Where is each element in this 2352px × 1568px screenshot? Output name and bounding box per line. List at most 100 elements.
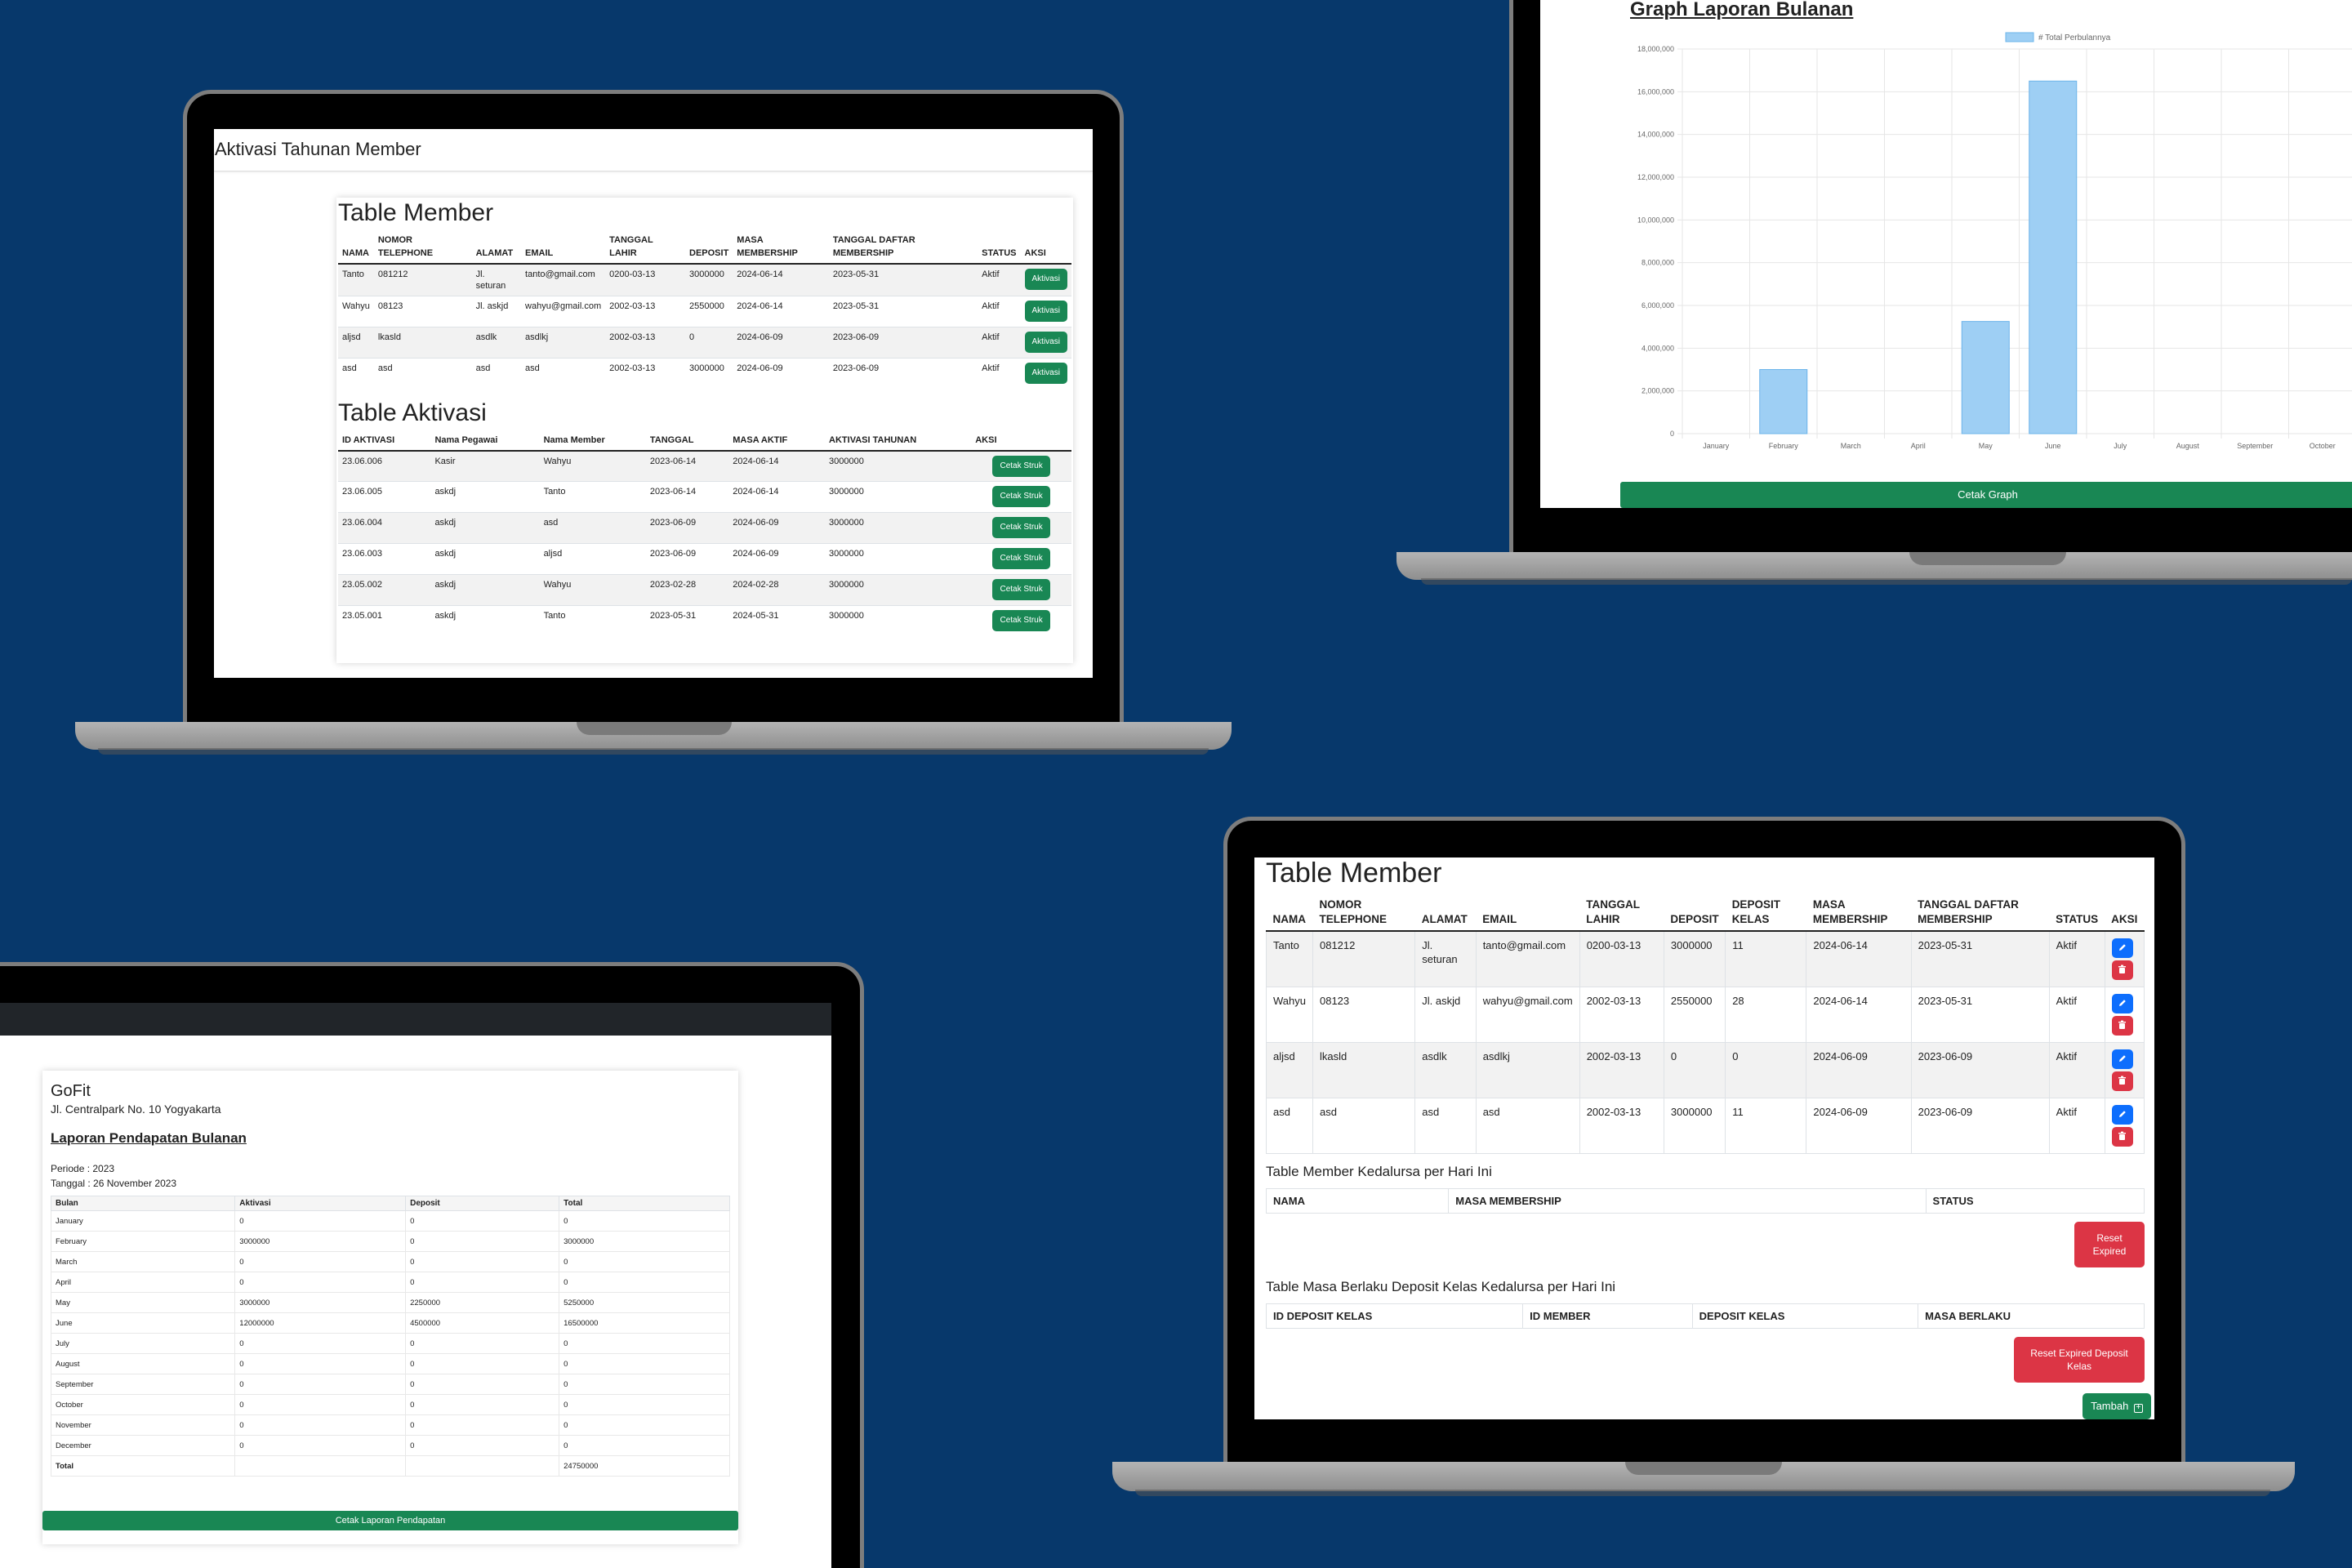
table-cell: asd bbox=[338, 358, 374, 390]
table-cell: 2023-06-14 bbox=[645, 450, 729, 482]
table-cell: 0 bbox=[234, 1272, 407, 1293]
tambah-button[interactable]: Tambah + bbox=[2082, 1393, 2151, 1419]
table-cell: December bbox=[50, 1435, 236, 1456]
table-cell: 2023-06-09 bbox=[1910, 1042, 2050, 1098]
table-row: May 3000000 2250000 5250000 bbox=[50, 1292, 730, 1313]
x-tick-label: June bbox=[2045, 442, 2061, 450]
table-cell: aljsd bbox=[338, 327, 374, 359]
delete-button[interactable] bbox=[2111, 1071, 2133, 1091]
cetak-struk-button[interactable]: Cetak Struk bbox=[992, 486, 1050, 507]
table-cell: 5250000 bbox=[559, 1292, 730, 1313]
laptop-2-screen: Graph Laporan Bulanan 0 2,000,000 4,000,00… bbox=[1540, 0, 2352, 508]
table-row: Tanto 081212 Jl. seturan tanto@gmail.com 020… bbox=[338, 263, 1071, 296]
column-header: NAMA bbox=[1266, 894, 1313, 932]
y-tick-label: 18,000,000 bbox=[1637, 45, 1674, 53]
reset-expired-button[interactable]: Reset Expired bbox=[2074, 1222, 2145, 1267]
column-header: DEPOSIT bbox=[1664, 894, 1726, 932]
table-cell: 2024-06-09 bbox=[733, 327, 829, 359]
aktivasi-button[interactable]: Aktivasi bbox=[1024, 301, 1067, 322]
x-tick-label: February bbox=[1769, 442, 1799, 450]
table-cell: askdj bbox=[430, 574, 540, 606]
table-cell: 2023-06-09 bbox=[828, 327, 978, 359]
table-row: October 0 0 0 bbox=[50, 1394, 730, 1415]
cetak-struk-button[interactable]: Cetak Struk bbox=[992, 579, 1050, 600]
table-cell: Tanto bbox=[539, 481, 646, 513]
table-row: Wahyu 08123 Jl. askjd wahyu@gmail.com 2002-0… bbox=[338, 296, 1071, 327]
report-tanggal: Tanggal : 26 November 2023 bbox=[51, 1178, 177, 1189]
laptop-2-foot bbox=[1421, 578, 2352, 585]
edit-button[interactable] bbox=[2111, 1049, 2133, 1069]
table-cell: wahyu@gmail.com bbox=[521, 296, 606, 327]
cetak-laporan-button[interactable]: Cetak Laporan Pendapatan bbox=[42, 1511, 738, 1530]
table-cell: Tanto bbox=[338, 263, 374, 296]
table-row: asd asd asd asd 2002-03-13 3000000 11 2024-06-0… bbox=[1266, 1098, 2145, 1154]
laptop-4-foot bbox=[1135, 1490, 2270, 1496]
table-cell: 2023-05-31 bbox=[1910, 987, 2050, 1043]
column-header: EMAIL bbox=[1476, 894, 1580, 932]
table-cell: asdlk bbox=[1414, 1042, 1477, 1098]
column-header: TANGGAL LAHIR bbox=[605, 230, 685, 265]
y-tick-label: 0 bbox=[1670, 430, 1674, 438]
table-cell: Jl. askjd bbox=[1414, 987, 1477, 1043]
table-row: November 0 0 0 bbox=[50, 1414, 730, 1436]
table-cell: 0 bbox=[559, 1272, 730, 1293]
delete-button[interactable] bbox=[2111, 1127, 2133, 1147]
table-cell: March bbox=[50, 1251, 236, 1272]
table-cell: September bbox=[50, 1374, 236, 1395]
column-header: NOMOR TELEPHONE bbox=[373, 230, 472, 265]
column-header: NAMA bbox=[338, 230, 374, 265]
report-title: Laporan Pendapatan Bulanan bbox=[51, 1130, 247, 1146]
cetak-struk-button[interactable]: Cetak Struk bbox=[992, 517, 1050, 538]
table-cell: Aktif bbox=[2048, 1098, 2105, 1154]
column-header: MASA BERLAKU bbox=[1918, 1303, 2145, 1329]
edit-button[interactable] bbox=[2111, 1105, 2133, 1125]
table-cell: 0 bbox=[559, 1251, 730, 1272]
table-cell: asd bbox=[539, 512, 646, 544]
cetak-struk-button[interactable]: Cetak Struk bbox=[992, 610, 1050, 631]
graph-title: Graph Laporan Bulanan bbox=[1630, 0, 1854, 20]
cetak-graph-button[interactable]: Cetak Graph bbox=[1620, 482, 2352, 508]
table-cell: 0 bbox=[405, 1374, 560, 1395]
table-cell: 0 bbox=[405, 1353, 560, 1374]
table-cell: 08123 bbox=[373, 296, 472, 327]
table-cell: January bbox=[50, 1210, 236, 1232]
table-cell: 2023-06-09 bbox=[645, 543, 729, 575]
column-header: MASA AKTIF bbox=[728, 430, 826, 452]
cetak-struk-button[interactable]: Cetak Struk bbox=[992, 548, 1050, 569]
table-cell: aljsd bbox=[539, 543, 646, 575]
aktivasi-button[interactable]: Aktivasi bbox=[1024, 363, 1067, 384]
delete-button[interactable] bbox=[2111, 1016, 2133, 1036]
laptop-1-foot bbox=[98, 748, 1209, 755]
column-header: EMAIL bbox=[521, 230, 606, 265]
table-cell: 28 bbox=[1725, 987, 1807, 1043]
table-cell: asd bbox=[1266, 1098, 1313, 1154]
table-cell: 2024-02-28 bbox=[728, 574, 826, 606]
column-header: ID DEPOSIT KELAS bbox=[1265, 1303, 1524, 1329]
action-cell: Aktivasi bbox=[1020, 358, 1071, 390]
trash-icon bbox=[2118, 964, 2127, 978]
table-cell: 0 bbox=[405, 1414, 560, 1436]
bar-june bbox=[2029, 80, 2078, 434]
column-header: Total bbox=[559, 1196, 730, 1211]
table-cell: 081212 bbox=[373, 263, 472, 296]
x-tick-label: April bbox=[1911, 442, 1926, 450]
column-header: STATUS bbox=[2049, 894, 2105, 932]
edit-button[interactable] bbox=[2111, 938, 2133, 958]
table-cell: 2023-06-09 bbox=[645, 512, 729, 544]
aktivasi-button[interactable]: Aktivasi bbox=[1024, 269, 1067, 290]
table-cell: askdj bbox=[430, 543, 540, 575]
column-header: STATUS bbox=[1925, 1188, 2145, 1214]
table-row: April 0 0 0 bbox=[50, 1272, 730, 1293]
reset-expired-deposit-button[interactable]: Reset Expired Deposit Kelas bbox=[2014, 1337, 2145, 1383]
action-cell: Cetak Struk bbox=[971, 512, 1071, 544]
table-cell: 0 bbox=[559, 1353, 730, 1374]
edit-button[interactable] bbox=[2111, 994, 2133, 1013]
table-cell: 2024-06-14 bbox=[733, 263, 829, 296]
table-cell: 2002-03-13 bbox=[605, 358, 685, 390]
delete-button[interactable] bbox=[2111, 960, 2133, 980]
cetak-struk-button[interactable]: Cetak Struk bbox=[992, 455, 1050, 477]
table-cell: 3000000 bbox=[825, 481, 972, 513]
aktivasi-button[interactable]: Aktivasi bbox=[1024, 332, 1067, 353]
table-cell: 3000000 bbox=[825, 450, 972, 482]
table-cell: asd bbox=[471, 358, 522, 390]
